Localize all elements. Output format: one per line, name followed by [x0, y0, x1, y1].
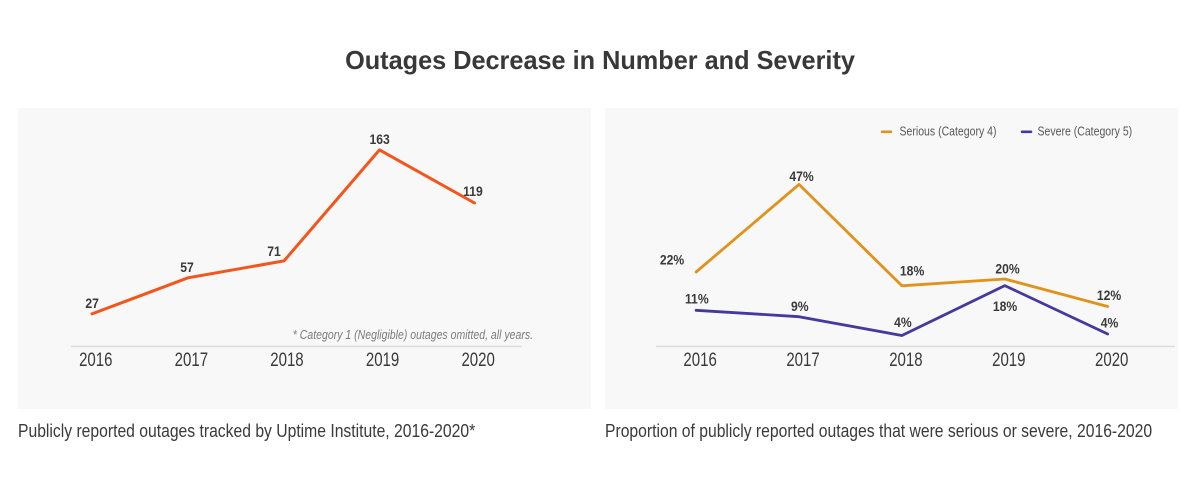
svg-text:2016: 2016: [79, 350, 112, 371]
svg-text:11%: 11%: [685, 291, 709, 307]
svg-text:119: 119: [463, 183, 483, 199]
svg-text:2019: 2019: [992, 350, 1025, 371]
svg-text:2018: 2018: [889, 350, 922, 371]
svg-text:9%: 9%: [791, 298, 809, 314]
svg-text:163: 163: [369, 131, 389, 147]
svg-text:Severe (Category 5): Severe (Category 5): [1038, 123, 1133, 138]
svg-text:4%: 4%: [894, 314, 912, 330]
svg-text:20%: 20%: [995, 261, 1020, 277]
svg-text:2018: 2018: [270, 350, 303, 371]
svg-text:18%: 18%: [900, 263, 925, 279]
svg-text:71: 71: [267, 243, 281, 259]
svg-text:2020: 2020: [461, 350, 494, 371]
svg-text:12%: 12%: [1097, 287, 1122, 303]
svg-text:2016: 2016: [683, 350, 716, 371]
svg-text:4%: 4%: [1101, 315, 1119, 331]
svg-text:2020: 2020: [1095, 350, 1128, 371]
svg-text:* Category 1 (Negligible) outa: * Category 1 (Negligible) outages omitte…: [293, 327, 533, 342]
svg-text:22%: 22%: [660, 252, 685, 268]
svg-text:27: 27: [85, 295, 99, 311]
svg-text:18%: 18%: [993, 298, 1018, 314]
svg-text:47%: 47%: [789, 168, 814, 184]
svg-text:2017: 2017: [786, 350, 819, 371]
svg-text:2017: 2017: [175, 350, 208, 371]
svg-text:57: 57: [180, 259, 194, 275]
svg-text:2019: 2019: [366, 350, 399, 371]
svg-text:Serious (Category 4): Serious (Category 4): [900, 123, 997, 138]
